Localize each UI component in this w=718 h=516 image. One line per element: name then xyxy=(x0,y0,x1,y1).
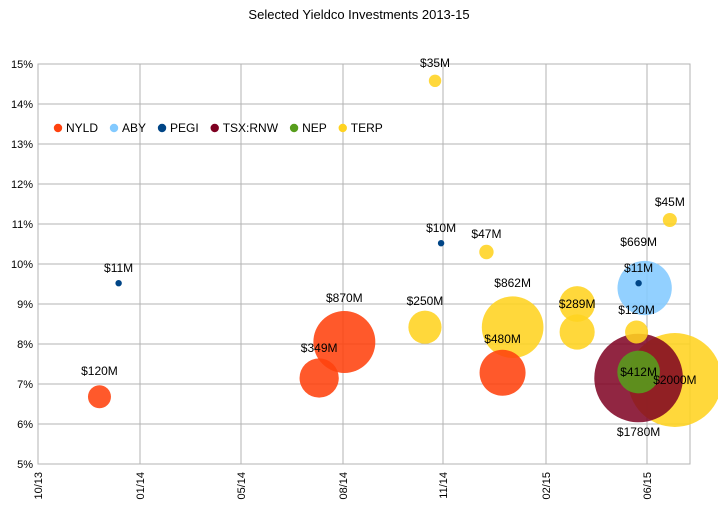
y-tick-label: 14% xyxy=(11,99,33,111)
chart-title: Selected Yieldco Investments 2013-15 xyxy=(248,7,469,22)
data-label: $11M xyxy=(624,261,653,275)
bubble-terp xyxy=(428,74,442,88)
y-tick-label: 15% xyxy=(11,59,33,71)
x-tick-label: 06/15 xyxy=(642,472,654,500)
legend-marker xyxy=(210,123,219,133)
legend-marker xyxy=(53,123,63,133)
data-label: $349M xyxy=(301,341,338,355)
bubble-nyld xyxy=(313,311,376,373)
tick-layer: 5% 6% 7% 8% 9% 10% 11% 12% 13% 14% 15% 10/13 01/14 05… xyxy=(11,59,654,500)
data-label: $250M xyxy=(407,294,444,308)
y-tick-label: 12% xyxy=(11,179,33,191)
legend-marker xyxy=(289,123,299,133)
bubble-nyld xyxy=(87,385,111,409)
data-label: $45M xyxy=(655,195,685,209)
data-label: $2000M xyxy=(653,373,696,387)
legend-label: NYLD xyxy=(66,121,98,135)
y-tick-label: 7% xyxy=(17,379,33,391)
bubble-nep xyxy=(617,350,660,394)
bubble-terp xyxy=(625,320,649,344)
data-label: $862M xyxy=(494,276,531,290)
plot-frame xyxy=(37,63,691,465)
legend-marker xyxy=(157,123,167,133)
data-label: $120M xyxy=(618,303,655,317)
data-label: $10M xyxy=(426,221,456,235)
bubble-pegi xyxy=(635,280,642,287)
data-label: $412M xyxy=(620,365,657,379)
y-tick-label: 11% xyxy=(12,219,33,231)
y-tick-label: 10% xyxy=(11,259,33,271)
bubble-terp xyxy=(559,314,595,350)
bubble-pegi xyxy=(437,240,445,247)
data-label: $35M xyxy=(420,56,450,70)
legend-label: PEGI xyxy=(170,121,199,135)
y-tick-label: 5% xyxy=(17,459,33,471)
legend-marker xyxy=(338,123,347,133)
data-label: $669M xyxy=(620,235,657,249)
bubble-layer xyxy=(87,74,718,427)
bubble-pegi xyxy=(115,280,122,287)
label-layer: $120M $349M $870M $480M $669M $11M $10M $11M $17… xyxy=(81,56,696,439)
x-tick-label: 11/14 xyxy=(438,472,450,499)
data-label: $11M xyxy=(104,261,133,275)
data-label: $1780M xyxy=(617,425,660,439)
y-tick-label: 13% xyxy=(11,139,33,151)
data-label: $47M xyxy=(471,227,501,241)
bubble-aby xyxy=(617,260,672,316)
bubble-terp xyxy=(559,286,595,322)
x-tick-label: 08/14 xyxy=(338,472,350,500)
legend-label: ABY xyxy=(122,121,146,135)
bubble-terp xyxy=(408,310,442,344)
bubble-nyld xyxy=(299,358,339,398)
legend-marker xyxy=(109,123,119,133)
y-tick-label: 6% xyxy=(17,419,33,431)
y-tick-label: 9% xyxy=(17,299,33,311)
legend: NYLD ABY PEGI TSX:RNW NEP TERP xyxy=(53,121,383,135)
legend-label: TSX:RNW xyxy=(223,121,279,135)
legend-label: TERP xyxy=(351,121,383,135)
bubble-terp xyxy=(479,244,494,260)
data-label: $480M xyxy=(484,332,521,346)
x-tick-label: 01/14 xyxy=(135,472,147,500)
bubble-nyld xyxy=(479,349,526,396)
data-label: $870M xyxy=(326,291,363,305)
x-tick-label: 05/14 xyxy=(236,472,248,500)
bubble-terp xyxy=(481,296,544,359)
x-tick-label: 02/15 xyxy=(541,472,553,500)
data-label: $289M xyxy=(559,297,596,311)
data-label: $120M xyxy=(81,364,118,378)
x-tick-label: 10/13 xyxy=(33,472,45,500)
legend-label: NEP xyxy=(302,121,327,135)
y-tick-label: 8% xyxy=(17,339,33,351)
bubble-terp xyxy=(662,212,677,228)
